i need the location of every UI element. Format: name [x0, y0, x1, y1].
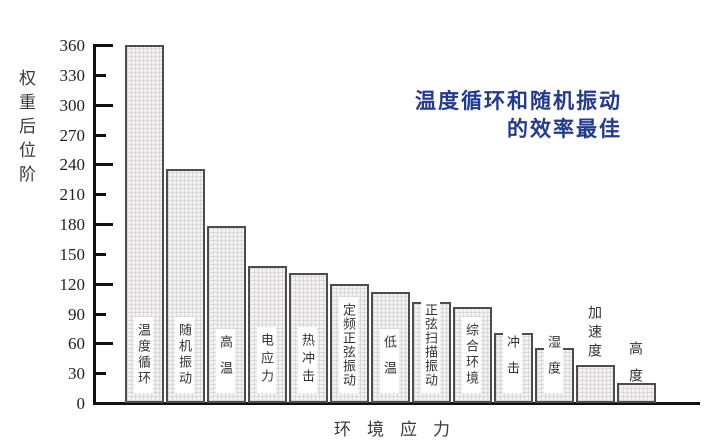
y-tick-label: 120: [59, 275, 86, 294]
y-tick-mark: [96, 74, 106, 77]
y-tick-mark: [96, 134, 106, 137]
bar-label: 低温: [380, 329, 399, 393]
y-tick-label: 270: [59, 126, 86, 145]
bar-label: 湿度: [544, 329, 563, 393]
y-axis-title: 权重后位阶: [16, 69, 35, 189]
annotation-line-2: 的效率最佳: [507, 118, 622, 142]
y-tick-mark: [96, 283, 113, 286]
bar-label: 高度: [628, 341, 644, 395]
y-tick-mark: [96, 372, 106, 375]
bar: [576, 365, 615, 403]
bar-label: 定频正弦振动: [339, 297, 358, 393]
y-tick-label: 60: [68, 334, 85, 353]
bar-label: 高温: [216, 329, 235, 393]
bar: [166, 169, 205, 403]
x-axis-line: [93, 402, 700, 405]
bar-label: 冲击: [503, 329, 522, 393]
bar-label: 热冲击: [298, 327, 317, 393]
bar-label: 加速度: [587, 305, 603, 362]
y-tick-label: 180: [59, 215, 86, 234]
y-tick-mark: [96, 342, 113, 345]
y-tick-mark: [96, 104, 113, 107]
bar-label: 温度循环: [134, 317, 153, 393]
y-tick-mark: [96, 44, 113, 47]
bar-label: 正弦扫描振动: [421, 297, 440, 393]
bar-label: 随机振动: [175, 317, 194, 393]
y-tick-label: 30: [68, 364, 85, 383]
y-tick-label: 240: [59, 155, 86, 174]
y-tick-mark: [96, 313, 106, 316]
x-axis-title: 环境应力: [334, 420, 466, 439]
bar-label: 电应力: [257, 327, 276, 393]
chart-annotation: 温度循环和随机振动 的效率最佳: [300, 88, 622, 145]
y-tick-label: 150: [59, 245, 86, 264]
y-tick-mark: [96, 193, 106, 196]
y-tick-mark: [96, 253, 106, 256]
y-tick-mark: [96, 223, 113, 226]
y-axis-line: [93, 44, 96, 404]
y-tick-label: 300: [59, 96, 86, 115]
annotation-line-1: 温度循环和随机振动: [415, 90, 622, 113]
y-tick-label: 330: [59, 66, 86, 85]
y-tick-label: 0: [76, 394, 86, 413]
bar-label: 综合环境: [462, 317, 481, 393]
y-tick-label: 360: [59, 36, 86, 55]
y-tick-label: 210: [59, 185, 86, 204]
y-tick-mark: [96, 163, 113, 166]
y-tick-label: 90: [68, 305, 85, 324]
bar: [617, 383, 656, 403]
